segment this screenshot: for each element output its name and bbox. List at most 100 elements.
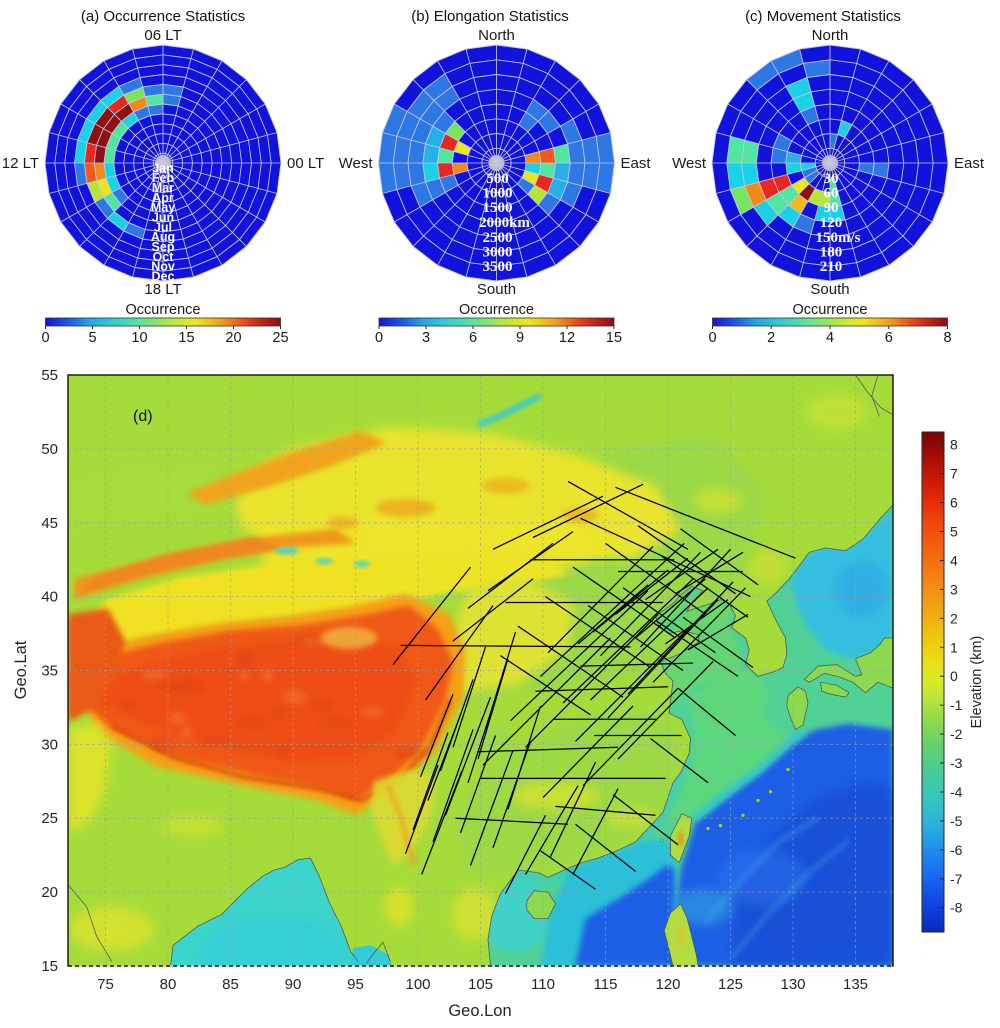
svg-text:(a) Occurrence Statistics: (a) Occurrence Statistics xyxy=(81,8,245,25)
svg-text:12 LT: 12 LT xyxy=(2,155,39,172)
svg-text:9: 9 xyxy=(516,330,524,346)
svg-text:60: 60 xyxy=(824,186,839,202)
svg-text:Sep: Sep xyxy=(152,240,175,254)
svg-text:6: 6 xyxy=(950,495,958,511)
svg-text:Jul: Jul xyxy=(154,220,172,234)
svg-text:4: 4 xyxy=(826,330,834,346)
svg-text:-2: -2 xyxy=(950,726,963,742)
svg-text:30: 30 xyxy=(41,736,58,753)
svg-text:25: 25 xyxy=(272,330,288,346)
svg-text:Jun: Jun xyxy=(152,211,174,225)
svg-text:50: 50 xyxy=(41,441,58,458)
svg-text:2: 2 xyxy=(950,610,958,626)
svg-text:2500: 2500 xyxy=(483,230,513,246)
svg-text:1: 1 xyxy=(950,639,958,655)
svg-text:20: 20 xyxy=(225,330,241,346)
svg-text:1000: 1000 xyxy=(483,186,513,202)
svg-text:6: 6 xyxy=(469,330,477,346)
svg-text:5: 5 xyxy=(950,524,958,540)
svg-text:-3: -3 xyxy=(950,755,963,771)
svg-text:Occurrence: Occurrence xyxy=(126,302,201,318)
svg-text:75: 75 xyxy=(97,976,114,993)
svg-text:2000km: 2000km xyxy=(479,215,530,231)
svg-text:45: 45 xyxy=(41,515,58,532)
svg-text:125: 125 xyxy=(718,976,743,993)
svg-text:90: 90 xyxy=(824,200,839,216)
svg-text:15: 15 xyxy=(178,330,194,346)
svg-text:6: 6 xyxy=(885,330,893,346)
svg-text:North: North xyxy=(812,27,849,44)
svg-text:8: 8 xyxy=(943,330,951,346)
svg-text:Jan: Jan xyxy=(152,161,174,175)
svg-text:30: 30 xyxy=(824,171,839,187)
svg-text:1500: 1500 xyxy=(483,200,513,216)
svg-text:-1: -1 xyxy=(950,697,963,713)
svg-text:3500: 3500 xyxy=(483,259,513,275)
svg-text:Feb: Feb xyxy=(152,171,175,185)
svg-text:East: East xyxy=(954,155,985,172)
svg-text:3: 3 xyxy=(422,330,430,346)
svg-text:8: 8 xyxy=(950,437,958,453)
svg-text:May: May xyxy=(151,201,175,215)
svg-text:-8: -8 xyxy=(950,900,963,916)
svg-text:3000: 3000 xyxy=(483,245,513,261)
svg-text:-7: -7 xyxy=(950,871,963,887)
svg-text:Nov: Nov xyxy=(151,260,175,274)
svg-text:(c) Movement Statistics: (c) Movement Statistics xyxy=(745,8,901,25)
svg-text:80: 80 xyxy=(160,976,177,993)
svg-text:Mar: Mar xyxy=(152,181,174,195)
svg-text:Apr: Apr xyxy=(152,191,174,205)
svg-text:Geo.Lon: Geo.Lon xyxy=(448,1002,511,1020)
svg-text:-4: -4 xyxy=(950,784,963,800)
svg-text:100: 100 xyxy=(405,976,430,993)
svg-text:Geo.Lat: Geo.Lat xyxy=(12,640,30,699)
svg-text:4: 4 xyxy=(950,553,958,569)
svg-text:55: 55 xyxy=(41,367,58,384)
svg-text:5: 5 xyxy=(88,330,96,346)
svg-text:115: 115 xyxy=(594,976,618,993)
svg-text:0: 0 xyxy=(41,330,49,346)
svg-text:110: 110 xyxy=(531,976,555,993)
svg-text:120: 120 xyxy=(820,215,843,231)
svg-text:06 LT: 06 LT xyxy=(144,27,181,44)
svg-text:18 LT: 18 LT xyxy=(144,281,181,298)
svg-text:0: 0 xyxy=(375,330,383,346)
svg-text:12: 12 xyxy=(559,330,575,346)
svg-text:South: South xyxy=(810,281,849,298)
svg-text:135: 135 xyxy=(843,976,868,993)
svg-text:-6: -6 xyxy=(950,842,963,858)
svg-text:East: East xyxy=(621,155,652,172)
svg-text:Occurrence: Occurrence xyxy=(459,302,534,318)
svg-text:Oct: Oct xyxy=(153,250,175,264)
svg-text:500: 500 xyxy=(486,171,509,187)
svg-text:0: 0 xyxy=(708,330,716,346)
svg-text:25: 25 xyxy=(41,810,58,827)
svg-text:120: 120 xyxy=(655,976,680,993)
svg-text:(d): (d) xyxy=(133,408,153,425)
svg-text:15: 15 xyxy=(41,958,58,975)
svg-text:Dec: Dec xyxy=(152,270,175,284)
svg-text:-5: -5 xyxy=(950,813,963,829)
svg-text:210: 210 xyxy=(820,259,843,275)
svg-text:0: 0 xyxy=(950,668,958,684)
svg-text:(b) Elongation Statistics: (b) Elongation Statistics xyxy=(411,8,569,25)
svg-text:2: 2 xyxy=(767,330,775,346)
svg-text:130: 130 xyxy=(780,976,805,993)
svg-text:20: 20 xyxy=(41,884,58,901)
svg-text:40: 40 xyxy=(41,589,58,606)
svg-text:180: 180 xyxy=(820,245,843,261)
svg-text:95: 95 xyxy=(347,976,364,993)
svg-text:150m/s: 150m/s xyxy=(816,230,861,246)
svg-text:105: 105 xyxy=(468,976,493,993)
svg-text:3: 3 xyxy=(950,581,958,597)
svg-text:South: South xyxy=(477,281,516,298)
svg-text:90: 90 xyxy=(285,976,302,993)
svg-text:10: 10 xyxy=(131,330,147,346)
svg-text:7: 7 xyxy=(950,466,958,482)
svg-text:West: West xyxy=(339,155,374,172)
svg-text:15: 15 xyxy=(606,330,622,346)
svg-text:Aug: Aug xyxy=(151,230,175,244)
svg-text:Elevation (km): Elevation (km) xyxy=(969,636,985,729)
svg-text:West: West xyxy=(672,155,707,172)
svg-text:35: 35 xyxy=(41,663,58,680)
